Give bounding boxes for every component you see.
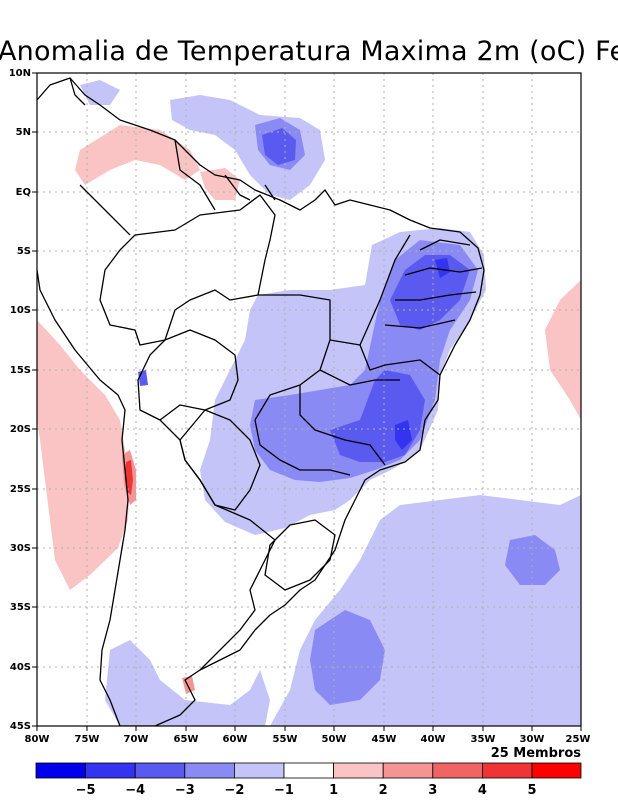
colorbar-swatch [432,762,483,779]
colorbar-label: 2 [379,783,388,798]
colorbar-label: −1 [274,783,294,798]
brazil-border [99,194,276,346]
colorbar-label: −5 [76,783,96,798]
strong-cool-anomaly-amapa-core [262,128,296,165]
lon-label: 70W [124,734,149,745]
lon-label: 25W [566,734,591,745]
anomaly-shading [37,80,581,726]
moderate-cool-anomaly-southern-atlantic [310,610,385,705]
latitude-labels: 10N 5N EQ 5S 10S 15S 20S 25S 30S 35S 40S… [9,68,31,732]
lon-label: 35W [471,734,496,745]
brazil-state-lines [254,234,483,476]
lat-label: 10N [9,68,31,79]
colorbar-swatch [481,762,533,779]
colorbar-label: 4 [478,783,487,798]
colorbar-label: 1 [329,783,338,798]
lon-label: 30W [520,734,545,745]
colorbar-swatch [382,762,434,779]
cool-anomaly-northeast [80,80,120,105]
lon-label: 80W [25,734,50,745]
lat-label: 5S [17,246,31,257]
lat-label: EQ [16,187,31,198]
lon-label: 75W [75,734,100,745]
lat-label: 40S [10,662,31,673]
colorbar-label: −2 [224,783,244,798]
colorbar-swatch [233,762,285,779]
lon-label: 40W [421,734,446,745]
colorbar-label: 5 [527,783,536,798]
lat-label: 25S [10,484,31,495]
uruguay-border [264,519,336,591]
warm-anomaly-patagonia [182,676,195,694]
cool-anomaly-amazon-north [170,95,325,200]
warm-anomaly-north-coast [75,125,200,185]
colorbar-label: −3 [175,783,195,798]
warm-anomaly-pacific-coast [37,320,130,590]
lat-label: 20S [10,424,31,435]
map-title-text: Anomalia de Temperatura Maxima 2m (oC) F… [0,36,618,67]
lat-label: 35S [10,602,31,613]
grid-lines [37,73,581,726]
colorbar-swatch [333,762,384,779]
colorbar-swatch [283,762,334,779]
lon-label: 50W [322,734,347,745]
lat-label: 10S [10,305,31,316]
cool-anomaly-patagonia [105,640,270,726]
very-strong-cool-anomaly-se [395,420,412,450]
very-strong-cool-anomaly-ne [435,258,450,278]
lon-label: 65W [174,734,199,745]
colorbar-label: 3 [428,783,437,798]
members-label: 25 Membros [491,746,582,761]
colorbar-swatch [531,762,582,779]
lat-label: 5N [16,127,31,138]
northern-borders [69,77,276,236]
axis-ticks [32,72,582,731]
coastlines-and-borders [37,77,485,726]
lon-label: 45W [372,734,397,745]
colorbar-swatch [134,762,186,779]
continent-coastline [37,77,485,726]
lat-label: 30S [10,543,31,554]
longitude-labels: 80W 75W 70W 65W 60W 55W 50W 45W 40W 35W … [25,734,591,745]
lon-label: 60W [223,734,248,745]
warm-anomaly-east-atlantic [545,280,581,420]
map-title: Anomalia de Temperatura Maxima 2m (oC) F… [0,36,618,68]
map-frame [36,72,582,727]
lat-label: 45S [10,721,31,732]
lon-label: 55W [273,734,298,745]
colorbar-swatch [85,762,136,779]
colorbar-swatch [35,762,86,779]
colorbar: −5 −4 −3 −2 −1 1 2 3 4 5 [35,762,582,798]
lat-label: 15S [10,365,31,376]
colorbar-swatch [184,762,235,779]
colorbar-label: −4 [125,783,145,798]
